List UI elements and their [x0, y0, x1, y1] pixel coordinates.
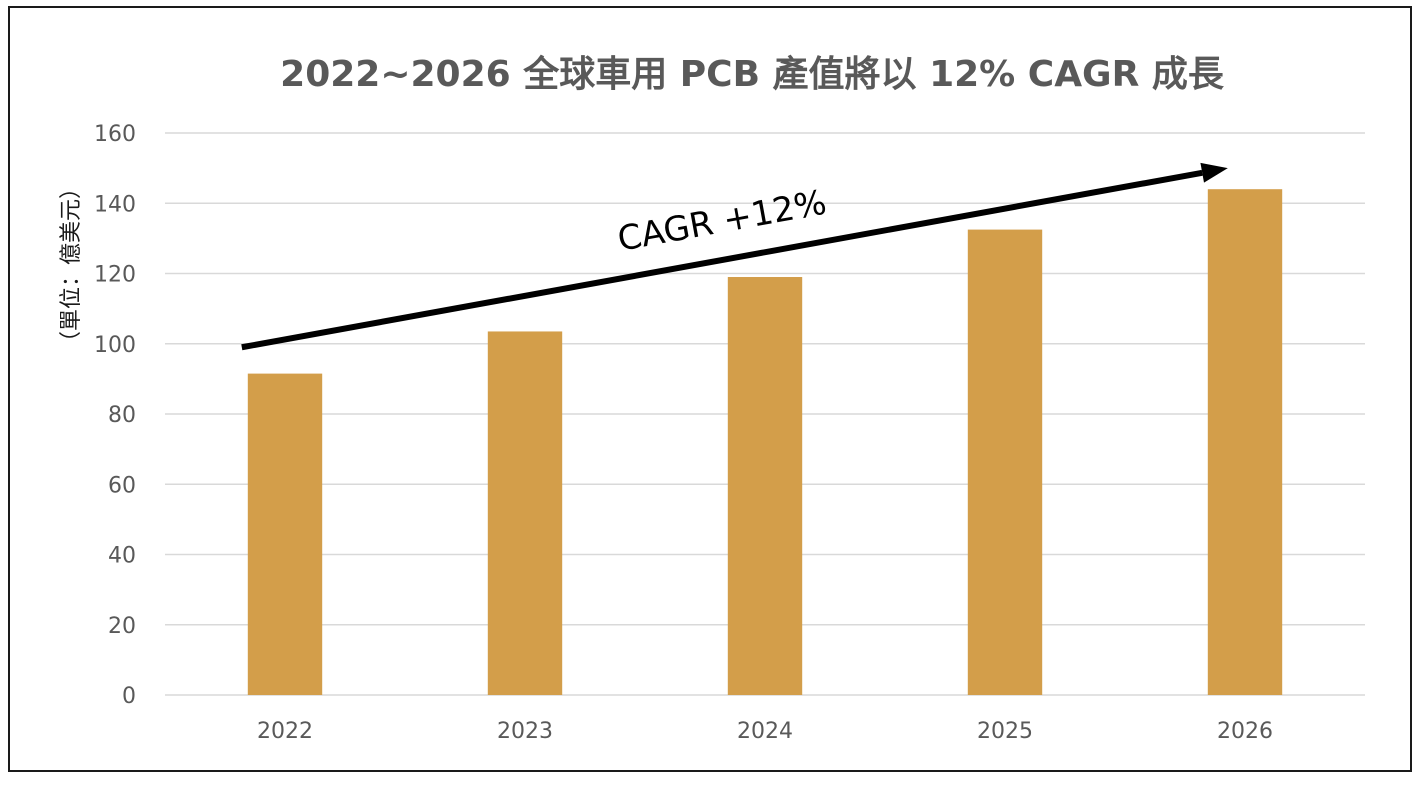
cagr-arrow-line [241, 169, 1203, 351]
y-tick-label: 0 [122, 684, 136, 709]
x-tick-labels: 2022 2023 2024 2025 2026 [257, 719, 1273, 744]
y-tick-label: 80 [108, 403, 136, 428]
cagr-arrow-head [1200, 162, 1228, 183]
bar [1207, 189, 1283, 695]
y-axis-label: （單位：億美元） [59, 177, 84, 353]
bar [487, 331, 563, 695]
x-tick-label: 2023 [497, 719, 553, 744]
bar [967, 229, 1043, 695]
bar [247, 373, 323, 695]
y-tick-label: 60 [108, 473, 136, 498]
y-tick-label: 140 [94, 192, 136, 217]
y-tick-label: 120 [94, 263, 136, 288]
x-tick-label: 2024 [737, 719, 793, 744]
x-tick-label: 2026 [1217, 719, 1273, 744]
x-tick-label: 2022 [257, 719, 313, 744]
bars [247, 189, 1283, 695]
x-tick-label: 2025 [977, 719, 1033, 744]
y-tick-labels: 0 20 40 60 80 100 120 140 160 [94, 122, 136, 709]
y-tick-label: 40 [108, 544, 136, 569]
chart-title: 2022~2026 全球車用 PCB 產值將以 12% CAGR 成長 [280, 53, 1225, 95]
y-tick-label: 20 [108, 614, 136, 639]
y-tick-label: 160 [94, 122, 136, 147]
bar [727, 277, 803, 695]
y-tick-label: 100 [94, 333, 136, 358]
